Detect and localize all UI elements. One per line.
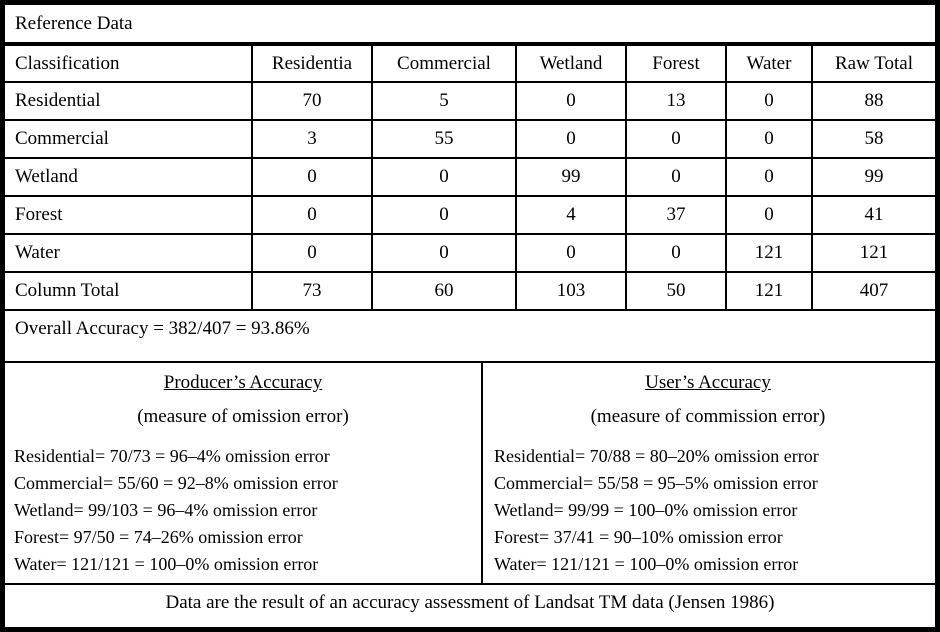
- matrix-cell: 55: [371, 119, 517, 159]
- col-header-raw-total: Raw Total: [811, 46, 935, 83]
- source-footnote: Data are the result of an accuracy asses…: [165, 592, 775, 613]
- col-header-forest: Forest: [625, 46, 727, 83]
- table-row-forest: Forest 0 0 4 37 0 41: [5, 195, 935, 235]
- reference-data-caption: Reference Data: [5, 5, 935, 46]
- matrix-cell: 0: [725, 195, 813, 235]
- users-accuracy-title: User’s Accuracy: [645, 372, 771, 393]
- matrix-cell: 0: [725, 119, 813, 159]
- matrix-cell: 13: [625, 81, 727, 121]
- overall-accuracy-text: Overall Accuracy = 382/407 = 93.86%: [5, 311, 935, 363]
- producers-accuracy-subtitle: (measure of omission error): [137, 406, 349, 427]
- table-row-commercial: Commercial 3 55 0 0 0 58: [5, 119, 935, 159]
- table-row-column-total: Column Total 73 60 103 50 121 407: [5, 271, 935, 311]
- row-label: Forest: [5, 195, 253, 235]
- matrix-cell: 0: [515, 119, 627, 159]
- accuracy-line-commercial: Commercial= 55/60 = 92–8% omission error: [14, 473, 338, 493]
- matrix-cell: 0: [251, 233, 373, 273]
- matrix-cell: 4: [515, 195, 627, 235]
- matrix-cell: 0: [725, 157, 813, 197]
- matrix-cell: 0: [625, 233, 727, 273]
- matrix-cell: 0: [371, 195, 517, 235]
- error-matrix-table: Classification Residentia Commercial Wet…: [5, 46, 935, 311]
- accuracy-line-commercial: Commercial= 55/58 = 95–5% omission error: [494, 473, 818, 493]
- matrix-cell: 60: [371, 271, 517, 311]
- producers-accuracy-lines: Residential= 70/73 = 96–4% omission erro…: [5, 443, 481, 578]
- col-header-classification: Classification: [5, 46, 253, 83]
- matrix-cell: 37: [625, 195, 727, 235]
- matrix-cell: 0: [625, 157, 727, 197]
- row-label: Residential: [5, 81, 253, 121]
- producers-accuracy-panel: Producer’s Accuracy (measure of omission…: [5, 363, 483, 583]
- matrix-cell: 0: [251, 195, 373, 235]
- producers-accuracy-title: Producer’s Accuracy: [163, 372, 323, 393]
- table-row-water: Water 0 0 0 0 121 121: [5, 233, 935, 273]
- row-label: Water: [5, 233, 253, 273]
- row-label: Wetland: [5, 157, 253, 197]
- accuracy-section: Producer’s Accuracy (measure of omission…: [5, 363, 935, 585]
- col-header-wetland: Wetland: [515, 46, 627, 83]
- matrix-cell: 70: [251, 81, 373, 121]
- matrix-cell: 407: [811, 271, 935, 311]
- matrix-cell: 0: [725, 81, 813, 121]
- accuracy-line-water: Water= 121/121 = 100–0% omission error: [494, 554, 799, 574]
- col-header-commercial: Commercial: [371, 46, 517, 83]
- accuracy-line-residential: Residential= 70/73 = 96–4% omission erro…: [14, 446, 330, 466]
- matrix-cell: 0: [251, 157, 373, 197]
- matrix-cell: 0: [371, 157, 517, 197]
- matrix-cell: 103: [515, 271, 627, 311]
- matrix-cell: 0: [371, 233, 517, 273]
- users-accuracy-lines: Residential= 70/88 = 80–20% omission err…: [483, 443, 933, 578]
- accuracy-line-forest: Forest= 97/50 = 74–26% omission error: [14, 527, 303, 547]
- matrix-cell: 73: [251, 271, 373, 311]
- matrix-cell: 0: [515, 233, 627, 273]
- col-header-water: Water: [725, 46, 813, 83]
- table-row-residential: Residential 70 5 0 13 0 88: [5, 81, 935, 121]
- accuracy-line-residential: Residential= 70/88 = 80–20% omission err…: [494, 446, 819, 466]
- accuracy-line-wetland: Wetland= 99/103 = 96–4% omission error: [14, 500, 318, 520]
- users-accuracy-subtitle: (measure of commission error): [590, 406, 826, 427]
- accuracy-line-forest: Forest= 37/41 = 90–10% omission error: [494, 527, 783, 547]
- matrix-cell: 99: [811, 157, 935, 197]
- matrix-cell: 5: [371, 81, 517, 121]
- matrix-cell: 121: [725, 233, 813, 273]
- matrix-cell: 121: [725, 271, 813, 311]
- matrix-cell: 0: [515, 81, 627, 121]
- matrix-cell: 99: [515, 157, 627, 197]
- matrix-cell: 88: [811, 81, 935, 121]
- matrix-header-row: Classification Residentia Commercial Wet…: [5, 46, 935, 83]
- table-row-wetland: Wetland 0 0 99 0 0 99: [5, 157, 935, 197]
- accuracy-line-wetland: Wetland= 99/99 = 100–0% omission error: [494, 500, 798, 520]
- row-label: Column Total: [5, 271, 253, 311]
- matrix-cell: 3: [251, 119, 373, 159]
- matrix-cell: 121: [811, 233, 935, 273]
- matrix-cell: 50: [625, 271, 727, 311]
- matrix-cell: 0: [625, 119, 727, 159]
- accuracy-line-water: Water= 121/121 = 100–0% omission error: [14, 554, 319, 574]
- col-header-residential: Residentia: [251, 46, 373, 83]
- row-label: Commercial: [5, 119, 253, 159]
- matrix-cell: 58: [811, 119, 935, 159]
- matrix-cell: 41: [811, 195, 935, 235]
- users-accuracy-panel: User’s Accuracy (measure of commission e…: [483, 363, 933, 583]
